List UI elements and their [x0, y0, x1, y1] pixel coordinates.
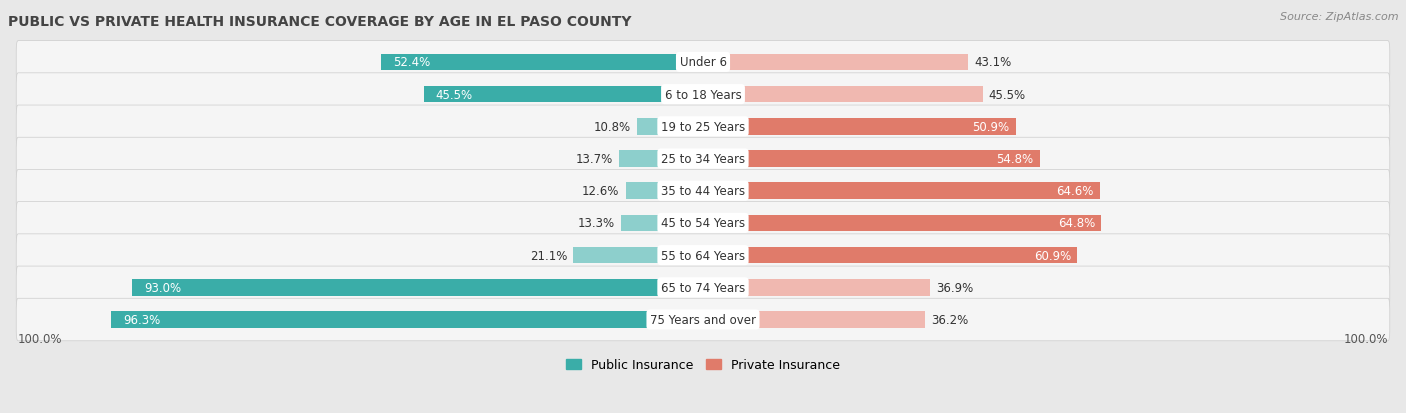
Bar: [703, 215, 1101, 232]
Bar: [703, 247, 1077, 264]
Text: 60.9%: 60.9%: [1033, 249, 1071, 262]
Text: 13.3%: 13.3%: [578, 217, 616, 230]
Text: Under 6: Under 6: [679, 56, 727, 69]
Text: 100.0%: 100.0%: [1343, 332, 1388, 345]
Text: 64.6%: 64.6%: [1056, 185, 1094, 198]
Bar: [703, 151, 1039, 167]
FancyBboxPatch shape: [17, 170, 1389, 212]
Text: 45.5%: 45.5%: [436, 88, 472, 101]
Text: 36.2%: 36.2%: [932, 313, 969, 326]
Text: 52.4%: 52.4%: [394, 56, 430, 69]
Text: 13.7%: 13.7%: [575, 153, 613, 166]
Legend: Public Insurance, Private Insurance: Public Insurance, Private Insurance: [561, 353, 845, 376]
Bar: [703, 119, 1015, 135]
Text: 54.8%: 54.8%: [997, 153, 1033, 166]
Text: 100.0%: 100.0%: [18, 332, 63, 345]
Text: 36.9%: 36.9%: [936, 281, 973, 294]
FancyBboxPatch shape: [17, 202, 1389, 244]
Text: 45.5%: 45.5%: [988, 88, 1026, 101]
Bar: [703, 311, 925, 328]
Text: 35 to 44 Years: 35 to 44 Years: [661, 185, 745, 198]
Bar: [703, 279, 929, 296]
Bar: [626, 183, 703, 199]
FancyBboxPatch shape: [17, 234, 1389, 277]
Bar: [619, 151, 703, 167]
Bar: [111, 311, 703, 328]
Bar: [381, 55, 703, 71]
Text: 75 Years and over: 75 Years and over: [650, 313, 756, 326]
Bar: [703, 183, 1099, 199]
FancyBboxPatch shape: [17, 299, 1389, 341]
Text: 10.8%: 10.8%: [593, 121, 630, 133]
Text: 12.6%: 12.6%: [582, 185, 620, 198]
FancyBboxPatch shape: [17, 266, 1389, 309]
Text: 64.8%: 64.8%: [1057, 217, 1095, 230]
Bar: [423, 86, 703, 103]
Text: 93.0%: 93.0%: [143, 281, 181, 294]
Bar: [574, 247, 703, 264]
FancyBboxPatch shape: [17, 138, 1389, 180]
Text: 96.3%: 96.3%: [124, 313, 160, 326]
Bar: [703, 55, 967, 71]
Text: Source: ZipAtlas.com: Source: ZipAtlas.com: [1281, 12, 1399, 22]
Text: 19 to 25 Years: 19 to 25 Years: [661, 121, 745, 133]
Text: 25 to 34 Years: 25 to 34 Years: [661, 153, 745, 166]
Bar: [621, 215, 703, 232]
Text: 45 to 54 Years: 45 to 54 Years: [661, 217, 745, 230]
FancyBboxPatch shape: [17, 106, 1389, 148]
Text: 21.1%: 21.1%: [530, 249, 567, 262]
Text: PUBLIC VS PRIVATE HEALTH INSURANCE COVERAGE BY AGE IN EL PASO COUNTY: PUBLIC VS PRIVATE HEALTH INSURANCE COVER…: [8, 15, 631, 29]
Text: 6 to 18 Years: 6 to 18 Years: [665, 88, 741, 101]
FancyBboxPatch shape: [17, 42, 1389, 84]
Text: 50.9%: 50.9%: [973, 121, 1010, 133]
FancyBboxPatch shape: [17, 74, 1389, 116]
Text: 43.1%: 43.1%: [974, 56, 1011, 69]
Text: 55 to 64 Years: 55 to 64 Years: [661, 249, 745, 262]
Text: 65 to 74 Years: 65 to 74 Years: [661, 281, 745, 294]
Bar: [132, 279, 703, 296]
Bar: [637, 119, 703, 135]
Bar: [703, 86, 983, 103]
